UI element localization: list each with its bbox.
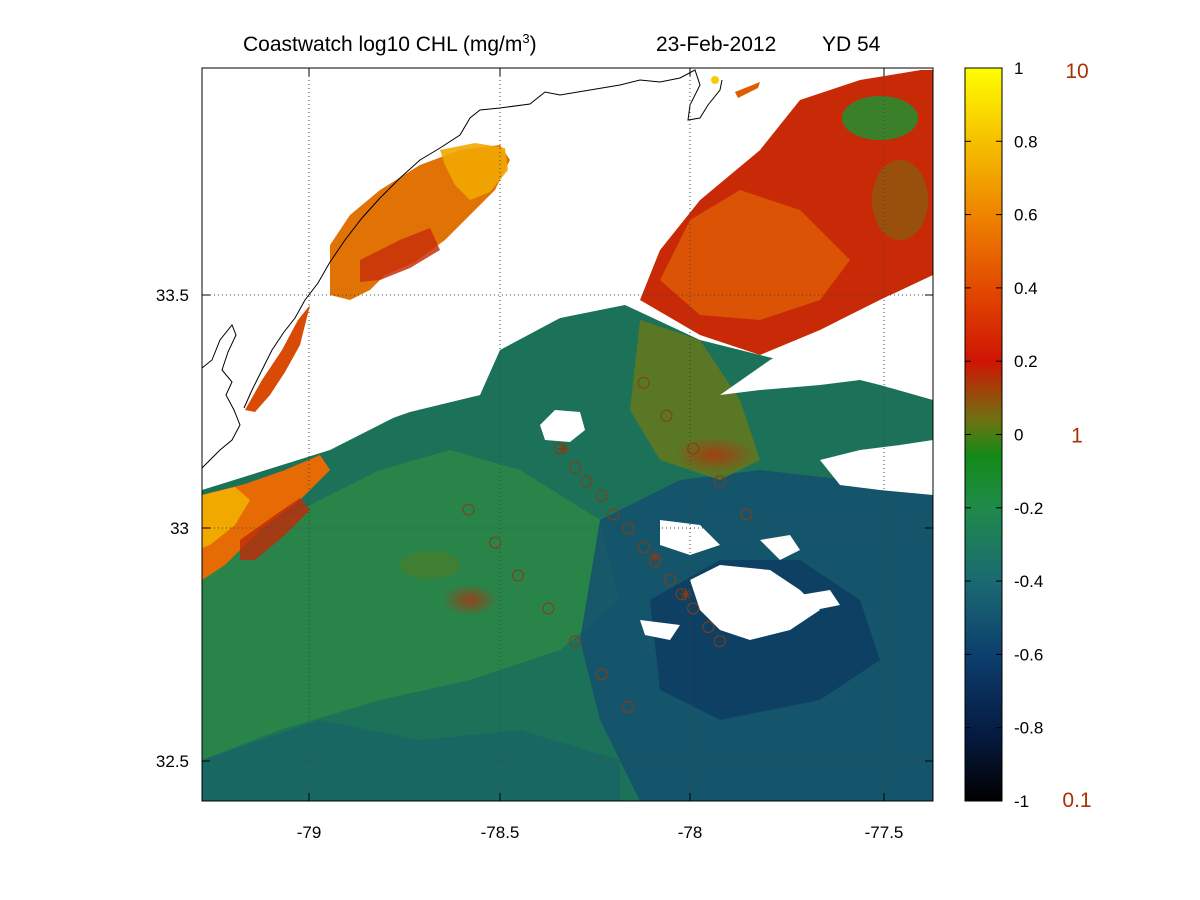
colorbar-tick-label: 0.2 xyxy=(1014,352,1038,371)
colorbar-tick-label: -0.8 xyxy=(1014,719,1043,738)
colorbar-ticks: 1 0.8 0.6 0.4 0.2 0 -0.2 -0.4 -0.6 -0.8 -1 xyxy=(965,59,1043,811)
station-marker xyxy=(622,522,635,535)
colorbar-tick-label: -0.4 xyxy=(1014,572,1043,591)
station-star-marker xyxy=(649,550,662,563)
coastal-chl-southwest xyxy=(202,455,330,580)
station-marker xyxy=(687,602,700,615)
map-yearday: YD 54 xyxy=(822,33,881,56)
colorbar-tick-label: -1 xyxy=(1014,792,1029,811)
colorbar-linear-label: 0.1 xyxy=(1062,789,1091,812)
station-marker xyxy=(637,376,650,389)
station-marker xyxy=(580,475,593,488)
y-tick-label: 33.5 xyxy=(156,286,189,305)
y-tick-label: 33 xyxy=(170,519,189,538)
colorbar-tick-label: -0.6 xyxy=(1014,645,1043,664)
y-tick-label: 32.5 xyxy=(156,752,189,771)
station-marker xyxy=(607,508,620,521)
x-tick-label: -78 xyxy=(678,823,703,842)
cloud-hole xyxy=(540,410,585,442)
plot-frame xyxy=(201,67,934,802)
coastline xyxy=(202,69,723,469)
station-marker xyxy=(740,508,753,521)
station-star-marker xyxy=(679,588,692,601)
colorbar-tick-label: 0 xyxy=(1014,426,1023,445)
coastal-chl-mid xyxy=(245,305,310,412)
colorbar-tick-label: 1 xyxy=(1014,59,1023,78)
cloud-central xyxy=(202,230,640,480)
station-marker xyxy=(664,574,677,587)
station-marker xyxy=(462,503,475,516)
ne-green-spot xyxy=(842,96,918,140)
colorbar-gradient xyxy=(964,67,1003,802)
cloud-east xyxy=(720,285,933,395)
plot-area xyxy=(202,68,933,801)
station-star-marker xyxy=(557,442,570,455)
station-marker xyxy=(660,409,673,422)
station-marker xyxy=(595,668,608,681)
station-marker xyxy=(569,635,582,648)
station-marker xyxy=(622,701,635,714)
colorbar: 1 0.8 0.6 0.4 0.2 0 -0.2 -0.4 -0.6 -0.8 -1 10 1 0.1 xyxy=(964,59,1092,812)
colorbar-tick-label: -0.2 xyxy=(1014,499,1043,518)
station-marker xyxy=(713,475,726,488)
station-marker xyxy=(702,621,715,634)
colorbar-tick-label: 0.6 xyxy=(1014,206,1038,225)
colorbar-linear-label: 10 xyxy=(1065,60,1088,83)
coastal-chl-north-red xyxy=(360,228,440,282)
map-date: 23-Feb-2012 xyxy=(656,33,776,56)
x-tick-label: -78.5 xyxy=(481,823,520,842)
cloud-speckles xyxy=(640,440,933,640)
colorbar-tick-label: 0.4 xyxy=(1014,279,1038,298)
x-tick-label: -79 xyxy=(297,823,322,842)
coastal-chl-north-yellow xyxy=(440,143,508,200)
cloud-southeast xyxy=(690,565,820,640)
colorbar-linear-labels: 10 1 0.1 xyxy=(1062,60,1091,812)
station-marker xyxy=(489,536,502,549)
station-marker xyxy=(569,461,582,474)
cloud-north xyxy=(202,68,933,350)
map-title: Coastwatch log10 CHL (mg/m3) xyxy=(243,31,537,56)
station-marker xyxy=(542,602,555,615)
x-tick-label: -77.5 xyxy=(865,823,904,842)
colorbar-tick-label: 0.8 xyxy=(1014,132,1038,151)
coastal-chl-sw-yellow xyxy=(202,487,250,548)
station-markers xyxy=(462,376,753,714)
station-marker xyxy=(595,489,608,502)
ne-olive-spot xyxy=(872,160,928,240)
station-marker xyxy=(637,541,650,554)
coastal-chl-sw-red xyxy=(240,498,310,560)
colorbar-linear-label: 1 xyxy=(1071,425,1083,448)
station-marker xyxy=(687,442,700,455)
station-marker xyxy=(713,635,726,648)
ne-chl-orange xyxy=(660,190,850,320)
station-marker xyxy=(512,569,525,582)
